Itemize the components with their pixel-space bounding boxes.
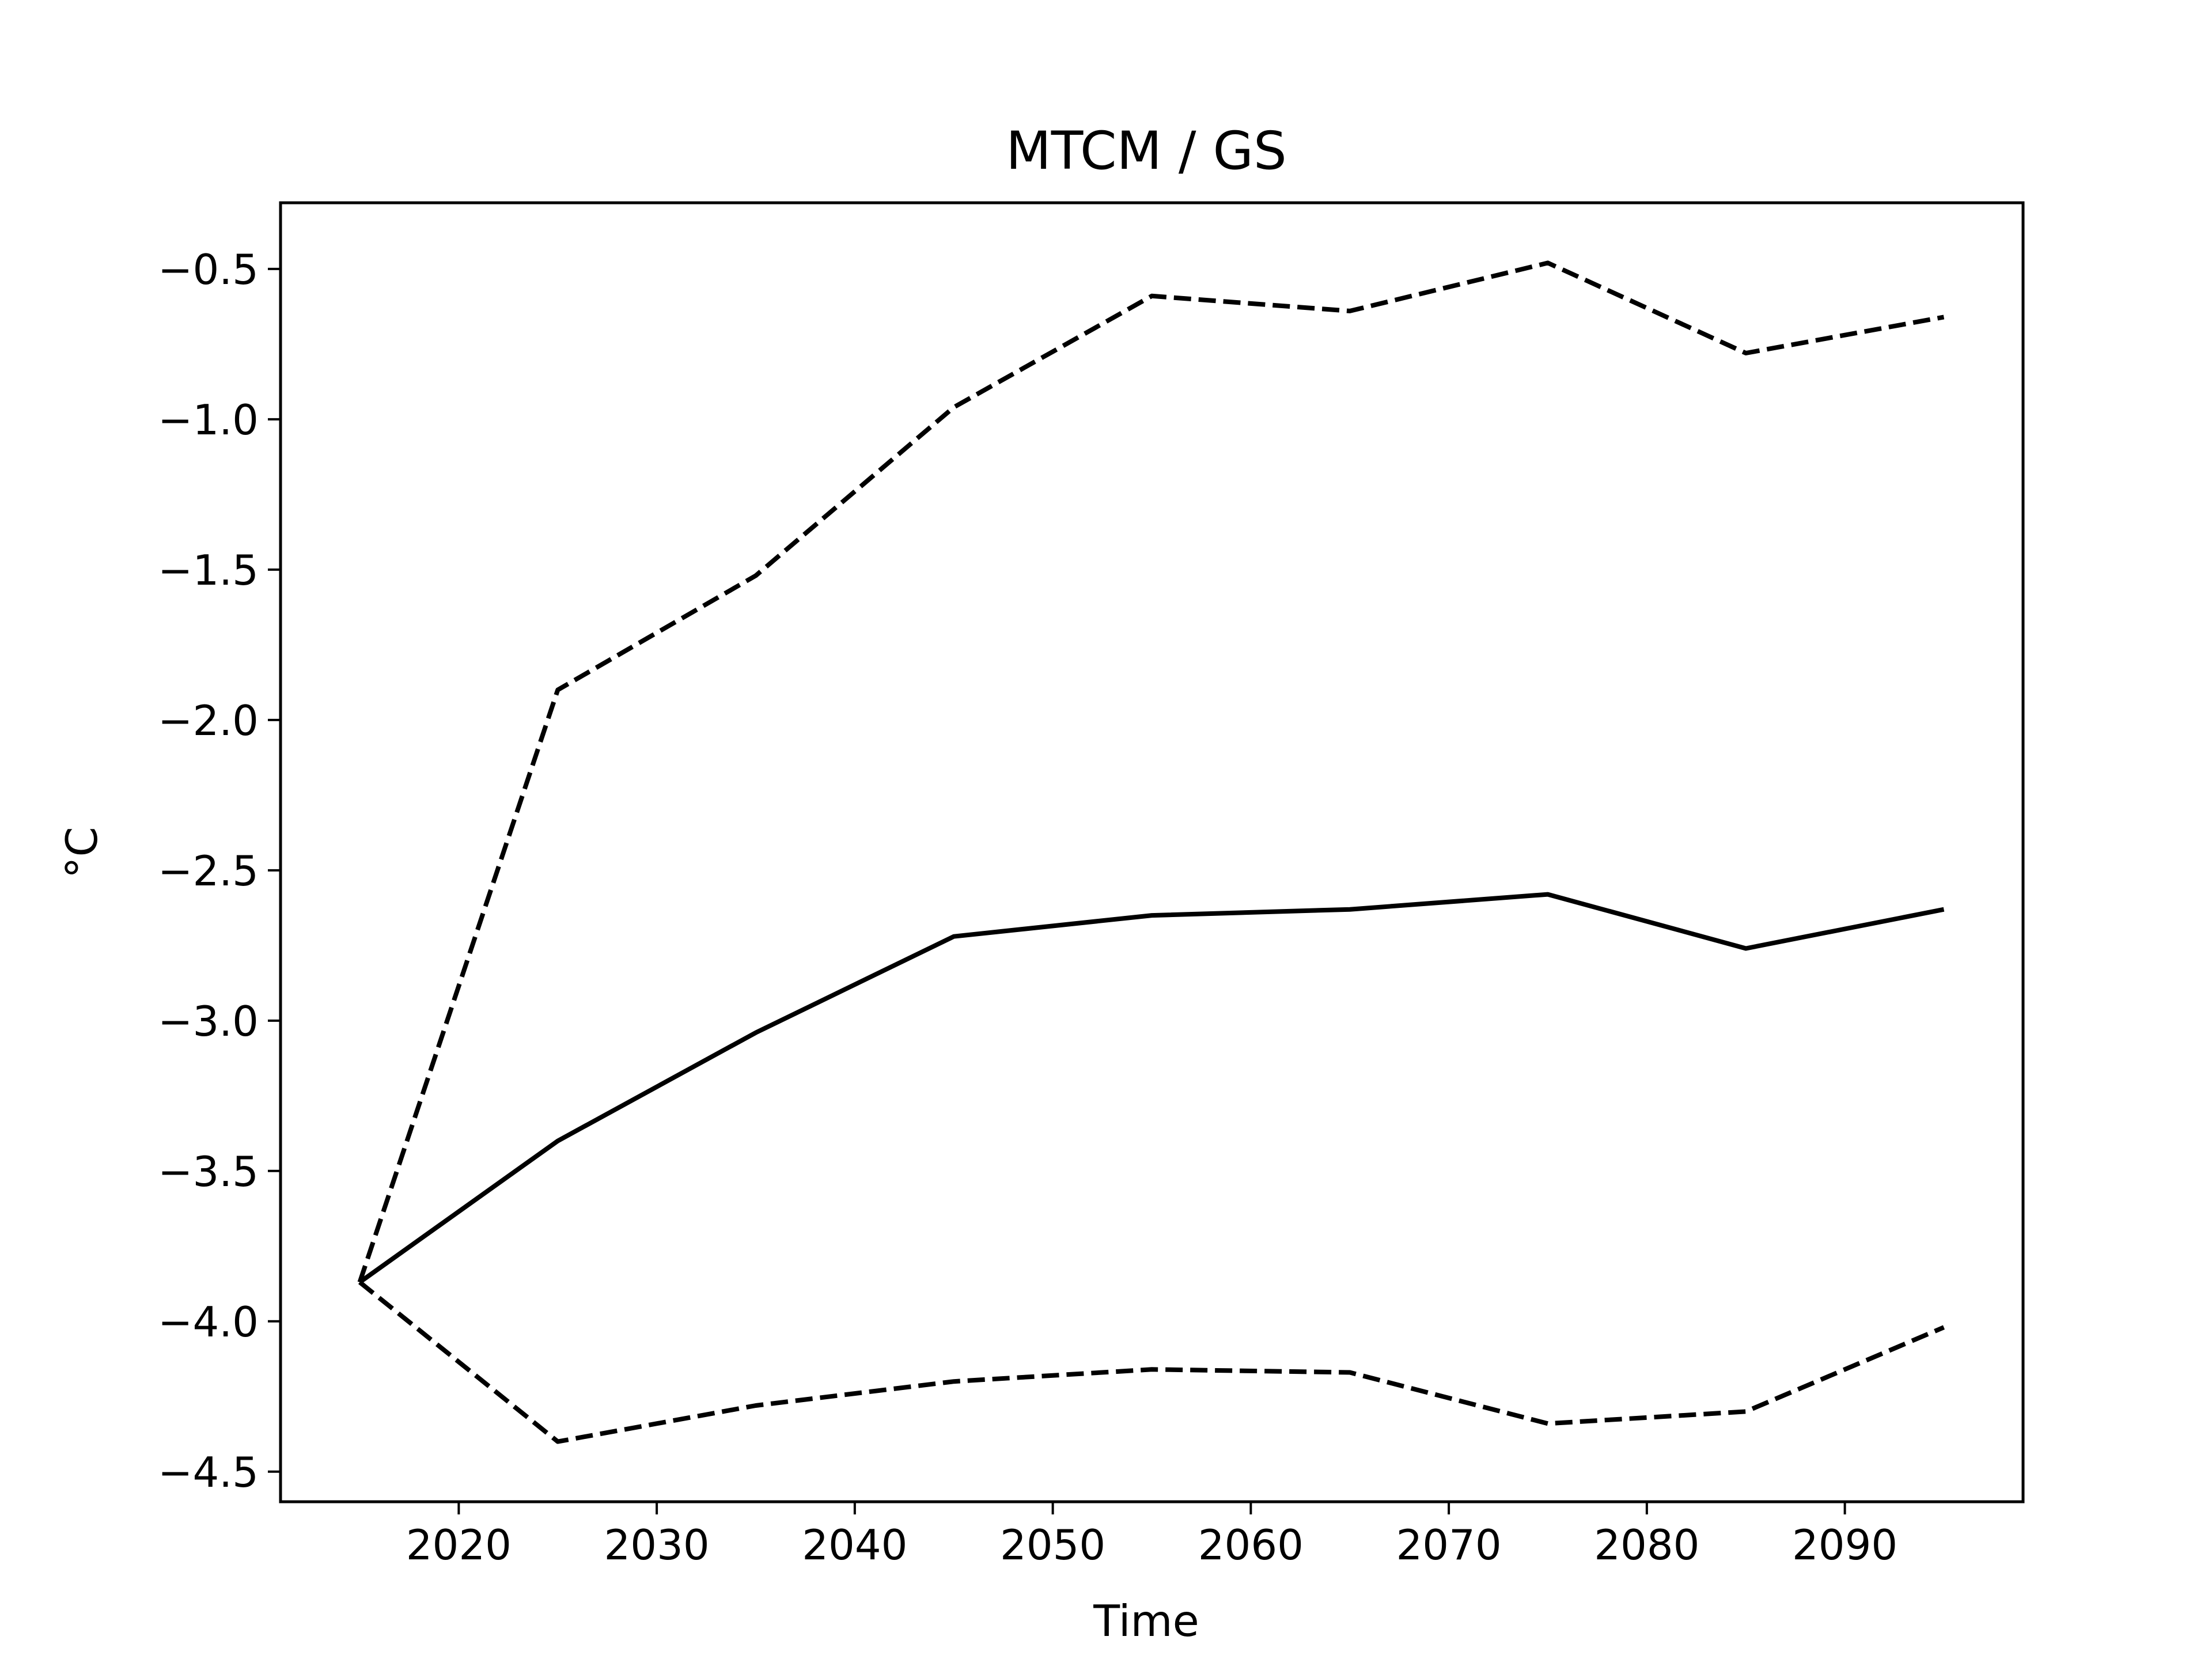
axes-frame bbox=[279, 201, 2025, 1503]
y-axis-label: °C bbox=[56, 827, 107, 878]
y-tick-label: −2.0 bbox=[158, 696, 259, 745]
x-tick-label: 2050 bbox=[1000, 1521, 1105, 1569]
plot-area bbox=[357, 260, 1945, 1444]
chart-title: MTCM / GS bbox=[1006, 121, 1287, 181]
x-tick-label: 2060 bbox=[1198, 1521, 1304, 1569]
x-tick-label: 2090 bbox=[1792, 1521, 1897, 1569]
dashed-series-line-1 bbox=[357, 260, 1945, 1283]
y-tick-label: −0.5 bbox=[158, 245, 259, 294]
y-tick-label: −3.0 bbox=[158, 997, 259, 1046]
x-tick-label: 2030 bbox=[604, 1521, 710, 1569]
y-tick-label: −1.5 bbox=[158, 546, 259, 594]
y-tick-label: −4.0 bbox=[158, 1298, 259, 1346]
y-tick-label: −3.5 bbox=[158, 1147, 259, 1196]
x-axis-label: Time bbox=[1093, 1596, 1199, 1646]
x-tick-label: 2040 bbox=[802, 1521, 907, 1569]
x-tick-label: 2080 bbox=[1594, 1521, 1699, 1569]
y-tick-label: −2.5 bbox=[158, 847, 259, 895]
y-axis: −0.5 −1.0 −1.5 −2.0 −2.5 −3.0 −3.5 −4.0 −4.5 bbox=[158, 245, 281, 1497]
x-tick-label: 2070 bbox=[1396, 1521, 1502, 1569]
x-tick-label: 2020 bbox=[406, 1521, 512, 1569]
x-axis: 2020 2030 2040 2050 2060 2070 2080 2090 bbox=[406, 1502, 1897, 1569]
y-tick-label: −4.5 bbox=[158, 1448, 259, 1497]
solid-series-line-0 bbox=[358, 892, 1945, 1285]
y-tick-label: −1.0 bbox=[158, 396, 259, 444]
dashed-series-line-2 bbox=[358, 1280, 1945, 1444]
